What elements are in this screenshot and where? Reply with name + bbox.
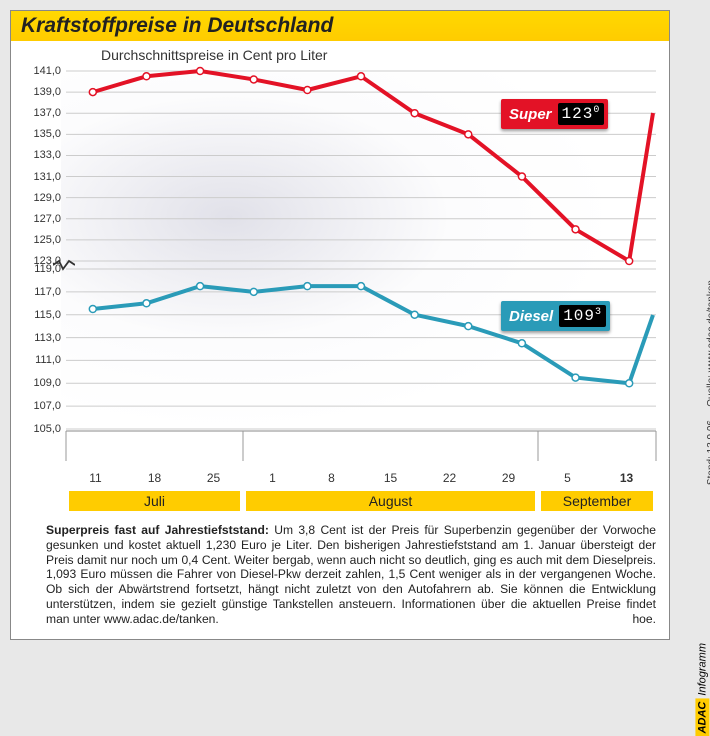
y-tick: 141,0: [21, 66, 61, 76]
y-tick: 127,0: [21, 214, 61, 224]
month-bar: Juli: [69, 491, 240, 511]
chart-svg: [11, 11, 671, 481]
super-label-text: Super: [505, 106, 558, 123]
y-tick: 105,0: [21, 424, 61, 434]
diesel-price-sup: 3: [595, 307, 602, 319]
diesel-label-text: Diesel: [505, 308, 559, 325]
side-date: Stand: 13.9.06: [706, 420, 710, 485]
y-tick: 107,0: [21, 401, 61, 411]
body-signature: hoe.: [632, 612, 656, 627]
x-tick: 11: [89, 471, 101, 485]
month-bar: September: [541, 491, 653, 511]
y-tick: 111,0: [21, 355, 61, 365]
month-bar: August: [246, 491, 535, 511]
diesel-price-badge: Diesel 1093: [501, 301, 610, 331]
side-source: Quelle: www.adac.de/tanken: [706, 280, 710, 407]
x-tick: 5: [564, 471, 571, 485]
super-price-display: 1230: [558, 103, 605, 125]
x-tick: 1: [269, 471, 276, 485]
y-tick: 117,0: [21, 287, 61, 297]
axis-break-icon: [53, 257, 75, 276]
y-tick: 139,0: [21, 87, 61, 97]
y-tick: 137,0: [21, 108, 61, 118]
super-price-main: 123: [562, 105, 594, 123]
x-tick: 18: [148, 471, 161, 485]
diesel-price-main: 109: [563, 307, 595, 325]
body-copy: Um 3,8 Cent ist der Preis für Superbenzi…: [46, 523, 656, 626]
y-tick: 133,0: [21, 150, 61, 160]
x-tick: 15: [384, 471, 397, 485]
x-tick: 25: [207, 471, 220, 485]
super-price-badge: Super 1230: [501, 99, 608, 129]
y-tick: 113,0: [21, 333, 61, 343]
adac-logo: ADAC Infogramm: [696, 643, 708, 736]
body-text: Superpreis fast auf Jahrestiefststand: U…: [46, 523, 656, 626]
y-tick: 135,0: [21, 129, 61, 139]
month-bars: Juli August September: [66, 491, 661, 513]
y-tick: 125,0: [21, 235, 61, 245]
adac-logo-text: ADAC: [695, 699, 709, 736]
infographic-frame: Kraftstoffpreise in Deutschland Durchsch…: [10, 10, 670, 640]
y-tick: 115,0: [21, 310, 61, 320]
x-tick: 8: [328, 471, 335, 485]
super-price-sup: 0: [593, 105, 600, 117]
x-tick: 22: [443, 471, 456, 485]
y-tick: 109,0: [21, 378, 61, 388]
body-headline: Superpreis fast auf Jahrestiefststand:: [46, 523, 269, 537]
y-tick: 131,0: [21, 172, 61, 182]
diesel-price-display: 1093: [559, 305, 606, 327]
x-tick: 29: [502, 471, 515, 485]
x-tick: 13: [620, 471, 633, 485]
y-tick: 129,0: [21, 193, 61, 203]
